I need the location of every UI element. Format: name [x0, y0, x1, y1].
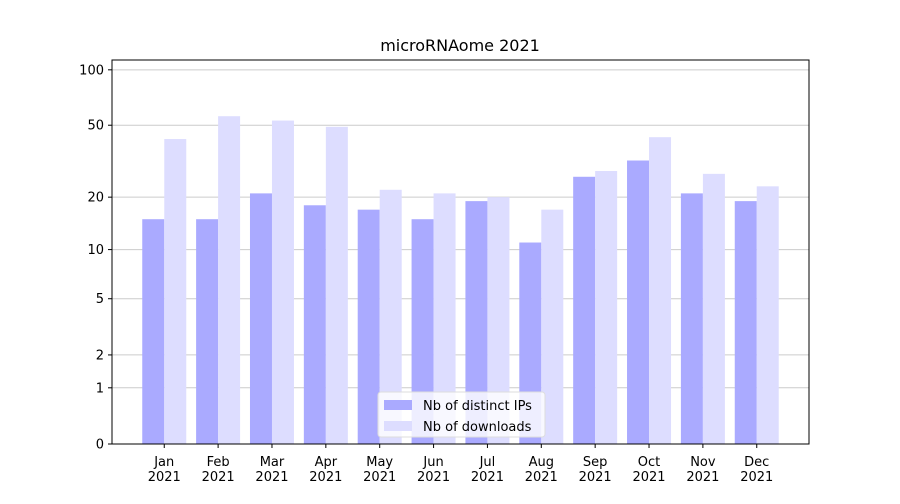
- x-tick-label-line: Aug: [529, 455, 554, 470]
- x-tick-label: Sep 2021: [579, 455, 612, 485]
- x-tick-label: May 2021: [363, 455, 396, 485]
- x-tick-label: Nov 2021: [686, 455, 719, 485]
- x-tick-label-line: 2021: [202, 470, 235, 485]
- x-tick-label: Jan 2021: [148, 455, 181, 485]
- bar: [379, 189, 402, 444]
- bar: [325, 126, 348, 444]
- y-tick-label: 2: [96, 348, 104, 363]
- bar: [573, 176, 596, 444]
- x-tick-label: Aug 2021: [525, 455, 558, 485]
- x-tick-label-line: 2021: [579, 470, 612, 485]
- bar: [734, 201, 757, 444]
- x-tick-label-line: Feb: [207, 455, 230, 470]
- x-tick-label: Jun 2021: [417, 455, 450, 485]
- x-tick-label-line: Dec: [744, 455, 769, 470]
- bar: [595, 170, 618, 444]
- bar: [680, 193, 703, 444]
- x-tick-label-line: 2021: [255, 470, 288, 485]
- bar: [271, 120, 294, 445]
- bar: [218, 116, 241, 445]
- bar: [357, 209, 380, 444]
- bar: [465, 201, 488, 444]
- bar: [487, 197, 510, 444]
- x-tick-label-line: 2021: [525, 470, 558, 485]
- x-tick-label-line: 2021: [632, 470, 665, 485]
- x-tick-label-line: May: [366, 455, 393, 470]
- x-tick-label-line: Jun: [422, 455, 443, 470]
- legend-label: Nb of distinct IPs: [423, 399, 532, 414]
- x-tick-label-line: 2021: [148, 470, 181, 485]
- bar: [142, 219, 165, 444]
- x-tick-label-line: 2021: [363, 470, 396, 485]
- bar: [541, 209, 564, 444]
- x-tick-label: Jul 2021: [471, 455, 504, 485]
- chart-title: microRNAome 2021: [380, 36, 540, 55]
- x-tick-label-line: 2021: [740, 470, 773, 485]
- y-tick-label: 20: [87, 191, 104, 206]
- y-tick-label: 100: [79, 63, 104, 78]
- bar: [249, 193, 272, 444]
- bar: [627, 160, 650, 444]
- bar: [702, 173, 725, 444]
- x-tick-label-line: Sep: [583, 455, 608, 470]
- y-tick-label: 1: [96, 381, 104, 396]
- legend-swatch: [384, 400, 412, 410]
- legend-box: [377, 391, 546, 438]
- axes-frame: [111, 59, 810, 445]
- bar: [756, 186, 779, 444]
- x-tick-label: Dec 2021: [740, 455, 773, 485]
- x-tick-label-line: 2021: [471, 470, 504, 485]
- legend-label: Nb of downloads: [423, 420, 532, 435]
- x-tick-label-line: 2021: [309, 470, 342, 485]
- x-tick-label-line: Nov: [690, 455, 716, 470]
- bar: [164, 139, 187, 445]
- bar: [433, 193, 456, 444]
- x-tick-label-line: 2021: [417, 470, 450, 485]
- x-tick-label-line: Oct: [638, 455, 660, 470]
- x-tick-label: Mar 2021: [255, 455, 288, 485]
- y-tick-label: 0: [96, 438, 104, 453]
- y-tick-label: 5: [96, 292, 104, 307]
- y-tick-label: 10: [87, 243, 104, 258]
- legend-swatch: [384, 421, 412, 431]
- x-tick-label-line: 2021: [686, 470, 719, 485]
- x-tick-label: Apr 2021: [309, 455, 342, 485]
- bar: [411, 219, 434, 444]
- x-tick-label-line: Apr: [315, 455, 338, 470]
- x-tick-label: Feb 2021: [202, 455, 235, 485]
- bar: [303, 205, 326, 444]
- x-tick-label-line: Jul: [479, 455, 496, 470]
- x-tick-label: Oct 2021: [632, 455, 665, 485]
- bar: [196, 219, 219, 444]
- bar: [649, 137, 672, 444]
- x-tick-label-line: Jan: [153, 455, 174, 470]
- x-tick-label-line: Mar: [260, 455, 285, 470]
- y-tick-label: 50: [87, 119, 104, 134]
